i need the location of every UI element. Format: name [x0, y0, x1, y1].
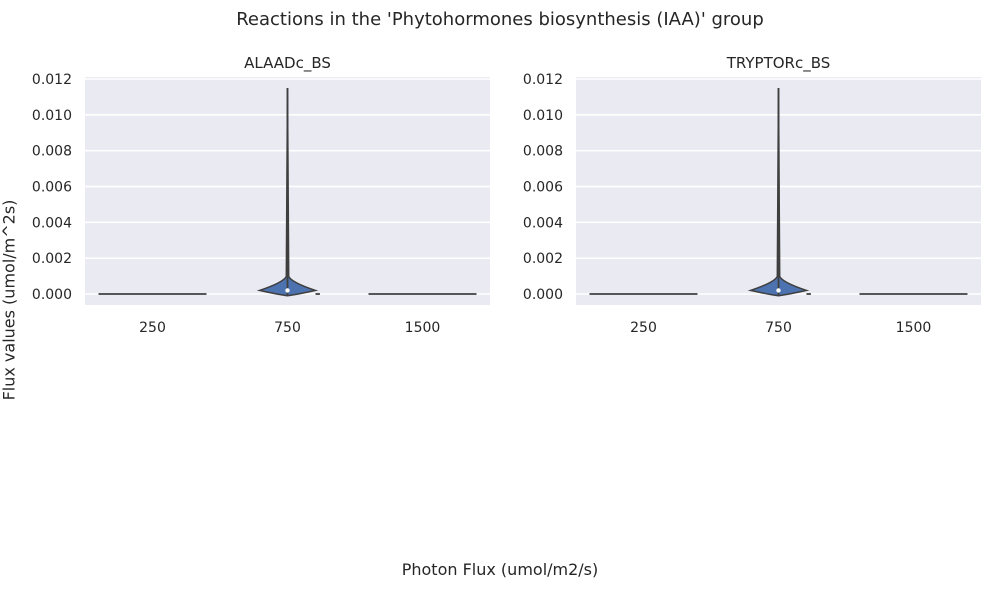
y-tick-label: 0.000	[523, 287, 563, 303]
y-tick-label: 0.008	[32, 144, 72, 160]
y-tick-label: 0.004	[32, 215, 72, 231]
median-marker	[776, 288, 781, 293]
y-tick-label: 0.010	[523, 108, 563, 124]
x-tick-label: 750	[274, 320, 301, 336]
y-tick-label: 0.006	[32, 180, 72, 196]
y-tick-label: 0.002	[32, 251, 72, 267]
x-tick-label: 750	[765, 320, 792, 336]
x-tick-label: 250	[630, 320, 657, 336]
subplot-title: ALAADc_BS	[244, 54, 331, 73]
median-marker	[285, 288, 290, 293]
y-tick-label: 0.008	[523, 144, 563, 160]
y-tick-label: 0.012	[523, 72, 563, 88]
subplot-title: TRYPTORc_BS	[726, 54, 831, 73]
y-tick-label: 0.006	[523, 180, 563, 196]
y-tick-label: 0.000	[32, 287, 72, 303]
y-tick-label: 0.010	[32, 108, 72, 124]
figure-title: Reactions in the 'Phytohormones biosynth…	[236, 9, 764, 30]
x-tick-label: 1500	[896, 320, 932, 336]
y-tick-label: 0.002	[523, 251, 563, 267]
y-tick-label: 0.012	[32, 72, 72, 88]
x-tick-label: 250	[139, 320, 166, 336]
subplot-1: 0.000 0.002 0.004 0.006 0.008 0.010 0.012 ALAAD…	[32, 54, 490, 336]
subplot-2: 0.000 0.002 0.004 0.006 0.008 0.010 0.012 TRYPT…	[523, 54, 981, 336]
y-tick-label: 0.004	[523, 215, 563, 231]
x-axis-label: Photon Flux (umol/m2/s)	[401, 560, 599, 579]
x-tick-label: 1500	[405, 320, 441, 336]
